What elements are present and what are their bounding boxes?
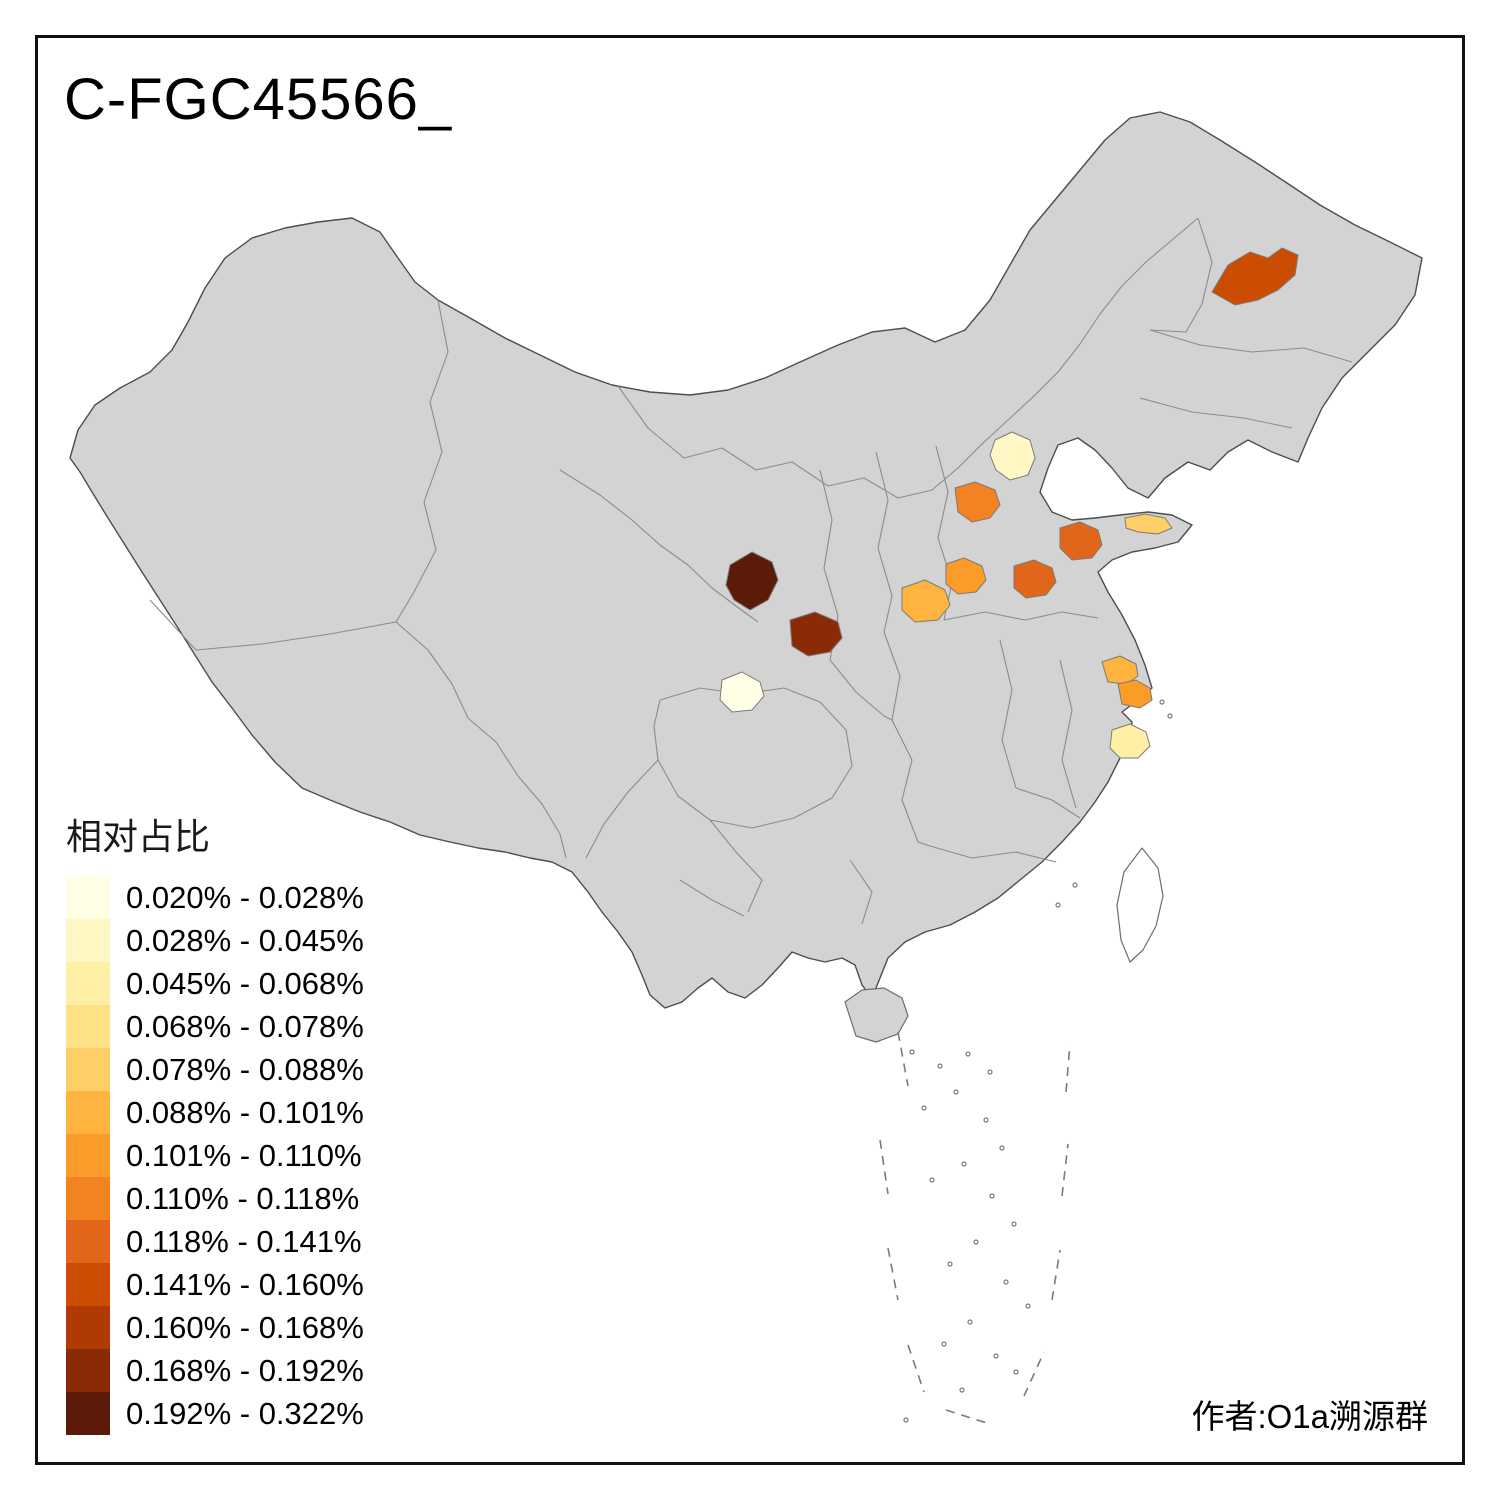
highlight-region-chengdu-area: [719, 671, 765, 713]
legend-row: 0.078% - 0.088%: [66, 1048, 364, 1091]
highlight-region-shandong-west: [1059, 521, 1103, 561]
legend-label: 0.045% - 0.068%: [126, 965, 364, 1001]
highlight-region-gansu-south: [725, 551, 779, 611]
legend-swatch: [66, 1091, 110, 1134]
highlight-region-northeast: [1211, 247, 1299, 306]
legend-label: 0.118% - 0.141%: [126, 1223, 362, 1259]
taiwan-island: [1116, 847, 1164, 963]
highlight-region-hebei-south: [954, 481, 1001, 523]
highlight-region-henan-east: [1013, 559, 1057, 599]
legend-label: 0.160% - 0.168%: [126, 1309, 364, 1345]
legend-label: 0.168% - 0.192%: [126, 1352, 364, 1388]
highlight-region-shandong-peninsula: [1124, 513, 1173, 535]
legend-swatch: [66, 1005, 110, 1048]
legend-row: 0.045% - 0.068%: [66, 962, 364, 1005]
legend-row: 0.020% - 0.028%: [66, 876, 364, 919]
highlight-region-shanghai-area: [1117, 679, 1153, 709]
legend-swatch: [66, 962, 110, 1005]
south-china-sea-dash-line: [879, 1031, 1071, 1425]
legend-row: 0.068% - 0.078%: [66, 1005, 364, 1048]
legend-label: 0.068% - 0.078%: [126, 1008, 364, 1044]
page-title: C-FGC45566_: [64, 67, 453, 132]
islet-dots: [903, 699, 1173, 1423]
legend: 相对占比 0.020% - 0.028% 0.028% - 0.045% 0.0…: [66, 808, 364, 1435]
highlight-region-henan-west: [901, 579, 951, 623]
legend-swatch: [66, 1392, 110, 1435]
legend-swatch: [66, 1177, 110, 1220]
legend-row: 0.110% - 0.118%: [66, 1177, 364, 1220]
province-borders: [149, 217, 1353, 925]
legend-row: 0.160% - 0.168%: [66, 1306, 364, 1349]
legend-swatch: [66, 1220, 110, 1263]
legend-label: 0.192% - 0.322%: [126, 1395, 364, 1431]
legend-label: 0.110% - 0.118%: [126, 1180, 360, 1216]
highlight-region-jiangsu-south: [1101, 655, 1139, 685]
highlight-region-shaanxi-south: [789, 611, 843, 657]
legend-row: 0.141% - 0.160%: [66, 1263, 364, 1306]
legend-label: 0.141% - 0.160%: [126, 1266, 364, 1302]
author-credit: 作者:O1a溯源群: [1191, 1398, 1428, 1435]
legend-swatch: [66, 1306, 110, 1349]
legend-swatch: [66, 1263, 110, 1306]
legend-row: 0.028% - 0.045%: [66, 919, 364, 962]
highlight-region-zhejiang-north: [1109, 723, 1151, 759]
legend-swatch: [66, 919, 110, 962]
legend-row: 0.118% - 0.141%: [66, 1220, 364, 1263]
legend-swatch: [66, 1134, 110, 1177]
legend-label: 0.078% - 0.088%: [126, 1051, 364, 1087]
legend-label: 0.101% - 0.110%: [126, 1137, 362, 1173]
legend-row: 0.192% - 0.322%: [66, 1392, 364, 1435]
legend-swatch: [66, 1349, 110, 1392]
legend-swatch: [66, 876, 110, 919]
legend-row: 0.088% - 0.101%: [66, 1091, 364, 1134]
highlight-region-beijing-area: [989, 431, 1036, 481]
legend-row: 0.168% - 0.192%: [66, 1349, 364, 1392]
legend-row: 0.101% - 0.110%: [66, 1134, 364, 1177]
legend-label: 0.028% - 0.045%: [126, 922, 364, 958]
legend-label: 0.020% - 0.028%: [126, 879, 364, 915]
legend-title: 相对占比: [66, 816, 211, 857]
highlight-region-henan-central: [945, 557, 987, 595]
hainan-island: [844, 987, 909, 1043]
legend-label: 0.088% - 0.101%: [126, 1094, 364, 1130]
legend-swatch: [66, 1048, 110, 1091]
